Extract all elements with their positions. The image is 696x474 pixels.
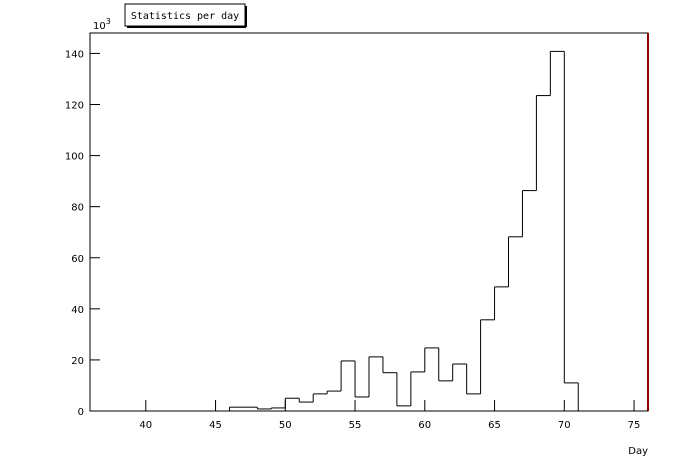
y-tick-label: 40 [71, 305, 84, 316]
y-tick-label: 0 [78, 407, 84, 418]
y-tick-label: 120 [65, 101, 84, 112]
x-tick-label: 65 [488, 420, 501, 431]
y-multiplier-base: 10 [93, 21, 106, 32]
y-multiplier-exponent: 3 [106, 17, 111, 26]
x-tick-label: 55 [349, 420, 362, 431]
y-tick-label: 80 [71, 203, 84, 214]
y-tick-label: 60 [71, 254, 84, 265]
y-multiplier: 103 [93, 17, 111, 32]
x-tick-label: 70 [558, 420, 571, 431]
x-tick-label: 40 [139, 420, 152, 431]
y-tick-label: 100 [65, 152, 84, 163]
y-tick-label: 140 [65, 49, 84, 60]
x-tick-label: 45 [209, 420, 222, 431]
chart-title: Statistics per day [131, 11, 239, 22]
x-axis-label: Day [628, 446, 648, 457]
x-tick-label: 50 [279, 420, 292, 431]
x-tick-label: 60 [418, 420, 431, 431]
y-tick-label: 20 [71, 356, 84, 367]
x-tick-label: 75 [628, 420, 641, 431]
